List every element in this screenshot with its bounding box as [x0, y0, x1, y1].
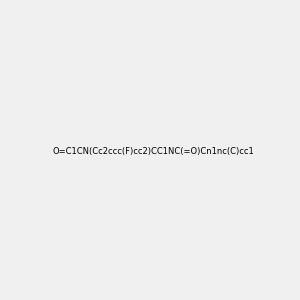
- Text: O=C1CN(Cc2ccc(F)cc2)CC1NC(=O)Cn1nc(C)cc1: O=C1CN(Cc2ccc(F)cc2)CC1NC(=O)Cn1nc(C)cc1: [53, 147, 255, 156]
